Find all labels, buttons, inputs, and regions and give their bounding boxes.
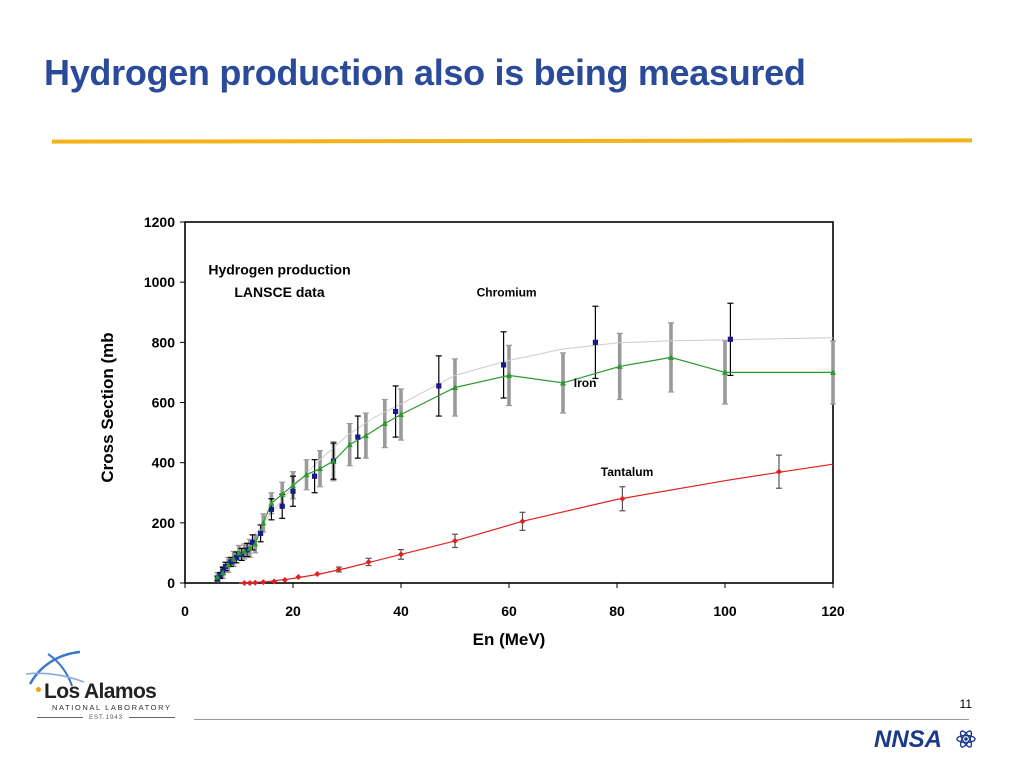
iron-point (346, 441, 353, 448)
y-axis-label: Cross Section (mb (98, 332, 117, 482)
chromium-point (501, 362, 507, 368)
chromium-point (249, 539, 256, 545)
iron-point (330, 458, 337, 464)
chromium-point (244, 547, 250, 553)
tantalum-point (260, 579, 267, 586)
iron-point (381, 420, 388, 427)
iron-point (279, 491, 286, 497)
atom-icon (956, 730, 976, 748)
x-tick-label: 20 (285, 603, 301, 619)
y-tick-label: 600 (152, 395, 176, 411)
tantalum-fit-curve (238, 463, 834, 584)
tantalum-point (295, 573, 302, 580)
chromium-point (222, 563, 229, 570)
chromium-point (592, 339, 598, 345)
chromium-point (258, 530, 264, 536)
chromium-point (233, 554, 239, 561)
slide-number: 11 (959, 697, 972, 711)
chromium-point (393, 408, 399, 415)
chromium-point (279, 503, 285, 509)
chromium-point (217, 572, 223, 579)
iron-point (398, 411, 404, 418)
chromium-point (436, 383, 442, 389)
chromium-point (268, 506, 274, 512)
iron-point (560, 379, 566, 386)
y-tick-label: 0 (167, 575, 175, 591)
lab-name: Los Alamos (44, 680, 157, 703)
tantalum-point (314, 570, 321, 577)
tantalum-point (776, 468, 782, 475)
slide-title: Hydrogen production also is being measur… (44, 52, 806, 93)
tantalum-point (281, 576, 288, 583)
x-tick-label: 0 (181, 603, 189, 619)
iron-point (252, 540, 259, 547)
annotation-title-line1: Hydrogen production (208, 262, 350, 278)
chromium-point (239, 551, 245, 558)
iron-point (230, 555, 237, 562)
footer-rule (194, 719, 969, 720)
iron-point (246, 545, 253, 551)
chromium-point (290, 488, 296, 494)
x-axis-label: En (MeV) (473, 630, 546, 649)
x-tick-label: 40 (393, 603, 409, 619)
chromium-point (727, 336, 733, 342)
los-alamos-logo: Los Alamos NATIONAL LABORATORY EST.1943 (22, 648, 192, 728)
nnsa-logo: NNSA (874, 726, 976, 752)
y-tick-label: 1000 (144, 274, 175, 290)
iron-point (268, 500, 275, 506)
nnsa-logo-text: NNSA (874, 726, 942, 752)
logo-dot (36, 687, 41, 692)
los-alamos-arc-icon (25, 650, 85, 687)
iron-point (241, 548, 248, 554)
lab-subtitle: NATIONAL LABORATORY (52, 703, 172, 712)
iron-point (317, 465, 323, 472)
chromium-point (355, 434, 361, 440)
chromium-point (312, 473, 318, 479)
lab-established-text: EST.1943 (88, 715, 124, 721)
iron-point (225, 561, 232, 568)
iron-point (722, 369, 728, 375)
tantalum-point (365, 558, 372, 565)
chromium-fit-curve (217, 337, 834, 579)
tantalum-point (246, 580, 253, 586)
iron-point (303, 471, 310, 478)
iron-point (616, 363, 623, 369)
tantalum-label: Tantalum (601, 465, 653, 479)
tantalum-point (252, 579, 259, 586)
y-tick-label: 1200 (144, 214, 175, 230)
tantalum-point (398, 551, 404, 558)
x-tick-label: 120 (821, 603, 845, 619)
x-tick-label: 60 (501, 603, 517, 619)
tantalum-point (519, 518, 526, 525)
y-tick-label: 400 (152, 455, 176, 471)
lab-established: EST.1943 (22, 715, 190, 721)
iron-point (668, 354, 674, 360)
tantalum-point (619, 495, 626, 502)
chromium-point (228, 559, 234, 565)
y-tick-label: 800 (152, 334, 176, 350)
iron-point (260, 519, 267, 526)
iron-point (452, 384, 458, 390)
iron-point (236, 549, 242, 556)
iron-point (214, 573, 221, 580)
iron-point (362, 432, 369, 439)
annotation-title-line2: LANSCE data (234, 284, 324, 300)
x-tick-label: 100 (713, 603, 737, 619)
tantalum-point (452, 537, 458, 544)
iron-point (290, 482, 296, 488)
tantalum-point (241, 580, 248, 586)
x-tick-label: 80 (609, 603, 625, 619)
tantalum-point (271, 578, 278, 585)
y-tick-label: 200 (152, 515, 176, 531)
iron-point (506, 372, 512, 378)
iron-point (830, 369, 836, 375)
tantalum-point (335, 566, 342, 573)
iron-label: Iron (574, 376, 597, 390)
chromium-label: Chromium (477, 286, 537, 300)
iron-point (219, 569, 226, 575)
